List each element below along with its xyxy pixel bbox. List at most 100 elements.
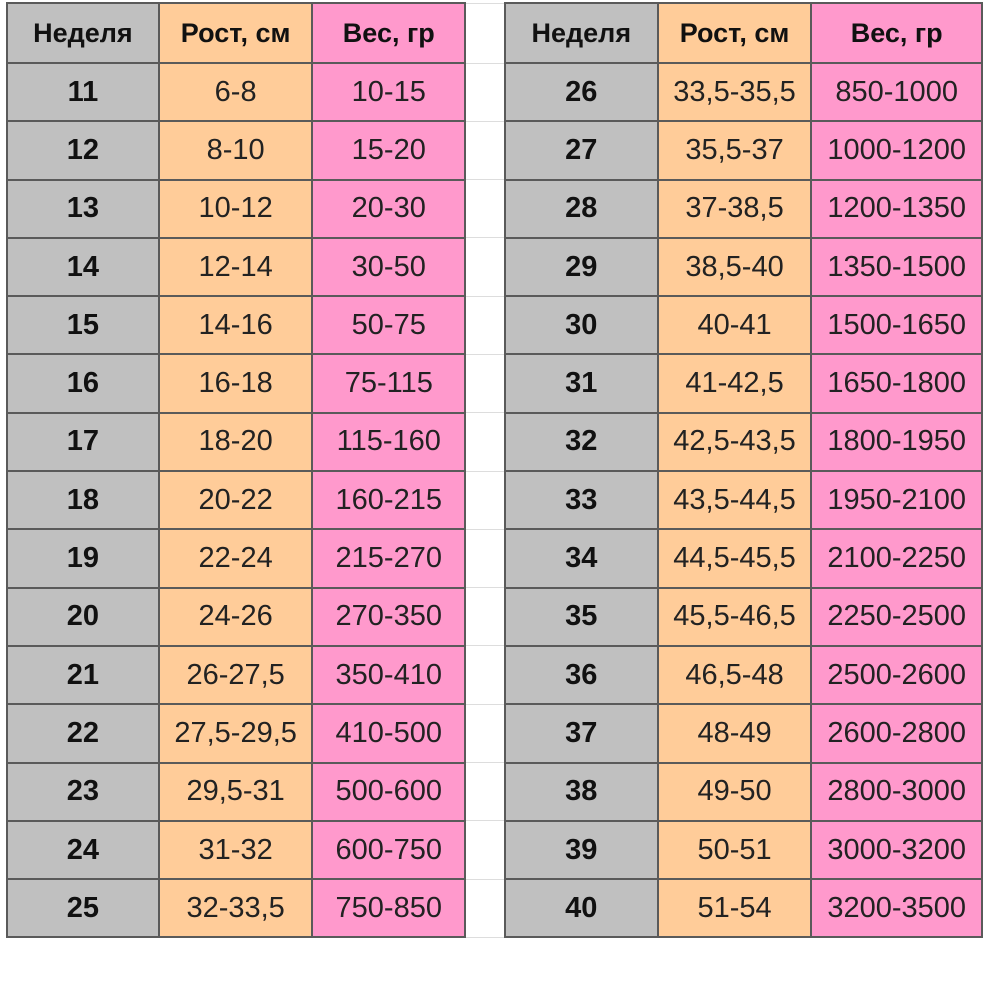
spacer-cell xyxy=(464,762,506,822)
spacer-cell xyxy=(464,820,506,880)
weight-cell: 350-410 xyxy=(311,644,467,706)
week-cell: 20 xyxy=(6,586,160,647)
weight-cell: 3000-3200 xyxy=(810,819,983,881)
height-cell: 24-26 xyxy=(157,586,314,647)
weight-cell: 1950-2100 xyxy=(810,470,983,531)
height-cell: 31-32 xyxy=(157,819,314,881)
table-row: 17 18-20 115-160 32 42,5-43,5 1800-1950 xyxy=(6,411,983,473)
height-cell: 32-33,5 xyxy=(157,878,314,939)
week-cell: 11 xyxy=(6,61,160,123)
weight-cell: 160-215 xyxy=(311,470,467,531)
week-cell: 15 xyxy=(6,295,160,356)
week-cell: 38 xyxy=(503,761,659,822)
table-row: 25 32-33,5 750-850 40 51-54 3200-3500 xyxy=(6,878,983,939)
weight-cell: 75-115 xyxy=(311,353,467,414)
spacer-cell xyxy=(464,878,506,938)
table-row: 15 14-16 50-75 30 40-41 1500-1650 xyxy=(6,295,983,356)
spacer-cell xyxy=(464,412,506,472)
weight-cell: 30-50 xyxy=(311,236,467,298)
weight-cell: 1000-1200 xyxy=(810,120,983,181)
header-week-right: Неделя xyxy=(503,2,659,64)
height-cell: 29,5-31 xyxy=(157,761,314,822)
week-cell: 13 xyxy=(6,178,160,239)
weight-cell: 15-20 xyxy=(311,120,467,181)
header-height-left: Рост, см xyxy=(157,2,314,64)
week-cell: 27 xyxy=(503,120,659,181)
table-row: 11 6-8 10-15 26 33,5-35,5 850-1000 xyxy=(6,61,983,123)
height-cell: 40-41 xyxy=(656,295,813,356)
table-row: 24 31-32 600-750 39 50-51 3000-3200 xyxy=(6,819,983,881)
weight-cell: 1500-1650 xyxy=(810,295,983,356)
height-cell: 41-42,5 xyxy=(656,353,813,414)
table-row: 20 24-26 270-350 35 45,5-46,5 2250-2500 xyxy=(6,586,983,647)
height-cell: 37-38,5 xyxy=(656,178,813,239)
week-cell: 34 xyxy=(503,528,659,589)
week-cell: 18 xyxy=(6,470,160,531)
week-cell: 31 xyxy=(503,353,659,414)
week-cell: 16 xyxy=(6,353,160,414)
week-cell: 37 xyxy=(503,703,659,764)
week-cell: 24 xyxy=(6,819,160,881)
height-cell: 42,5-43,5 xyxy=(656,411,813,473)
weight-cell: 1650-1800 xyxy=(810,353,983,414)
spacer-cell xyxy=(464,703,506,764)
height-cell: 22-24 xyxy=(157,528,314,589)
week-cell: 14 xyxy=(6,236,160,298)
weight-cell: 2100-2250 xyxy=(810,528,983,589)
weight-cell: 215-270 xyxy=(311,528,467,589)
header-week-left: Неделя xyxy=(6,2,160,64)
header-weight-left: Вес, гр xyxy=(311,2,467,64)
weight-cell: 50-75 xyxy=(311,295,467,356)
height-cell: 49-50 xyxy=(656,761,813,822)
week-cell: 21 xyxy=(6,644,160,706)
table-row: 12 8-10 15-20 27 35,5-37 1000-1200 xyxy=(6,120,983,181)
height-cell: 12-14 xyxy=(157,236,314,298)
growth-table-sheet: Неделя Рост, см Вес, гр Неделя Рост, см … xyxy=(6,2,983,939)
spacer-cell xyxy=(464,528,506,589)
weight-cell: 1800-1950 xyxy=(810,411,983,473)
week-cell: 33 xyxy=(503,470,659,531)
week-cell: 23 xyxy=(6,761,160,822)
table-row: 23 29,5-31 500-600 38 49-50 2800-3000 xyxy=(6,761,983,822)
weight-cell: 600-750 xyxy=(311,819,467,881)
height-cell: 8-10 xyxy=(157,120,314,181)
weight-cell: 1200-1350 xyxy=(810,178,983,239)
week-cell: 19 xyxy=(6,528,160,589)
table-row: 18 20-22 160-215 33 43,5-44,5 1950-2100 xyxy=(6,470,983,531)
weight-cell: 2800-3000 xyxy=(810,761,983,822)
weight-cell: 10-15 xyxy=(311,61,467,123)
height-cell: 48-49 xyxy=(656,703,813,764)
week-cell: 32 xyxy=(503,411,659,473)
height-cell: 10-12 xyxy=(157,178,314,239)
weight-cell: 3200-3500 xyxy=(810,878,983,939)
height-cell: 44,5-45,5 xyxy=(656,528,813,589)
height-cell: 20-22 xyxy=(157,470,314,531)
table-row: 14 12-14 30-50 29 38,5-40 1350-1500 xyxy=(6,236,983,298)
week-cell: 17 xyxy=(6,411,160,473)
height-cell: 51-54 xyxy=(656,878,813,939)
spacer-cell xyxy=(464,470,506,530)
weight-cell: 2250-2500 xyxy=(810,586,983,647)
height-cell: 18-20 xyxy=(157,411,314,473)
weight-cell: 115-160 xyxy=(311,411,467,473)
spacer-cell xyxy=(464,587,506,647)
week-cell: 39 xyxy=(503,819,659,881)
spacer-cell xyxy=(464,295,506,355)
height-cell: 35,5-37 xyxy=(656,120,813,181)
week-cell: 29 xyxy=(503,236,659,298)
spacer-cell xyxy=(464,645,506,705)
spacer-cell xyxy=(464,120,506,181)
height-cell: 33,5-35,5 xyxy=(656,61,813,123)
weight-cell: 500-600 xyxy=(311,761,467,822)
spacer-cell xyxy=(464,237,506,297)
week-cell: 28 xyxy=(503,178,659,239)
table-row: 21 26-27,5 350-410 36 46,5-48 2500-2600 xyxy=(6,644,983,706)
week-cell: 12 xyxy=(6,120,160,181)
week-cell: 25 xyxy=(6,878,160,939)
weight-cell: 2600-2800 xyxy=(810,703,983,764)
spacer-cell xyxy=(464,62,506,122)
growth-table: Неделя Рост, см Вес, гр Неделя Рост, см … xyxy=(6,2,983,939)
table-row: 16 16-18 75-115 31 41-42,5 1650-1800 xyxy=(6,353,983,414)
height-cell: 16-18 xyxy=(157,353,314,414)
weight-cell: 750-850 xyxy=(311,878,467,939)
